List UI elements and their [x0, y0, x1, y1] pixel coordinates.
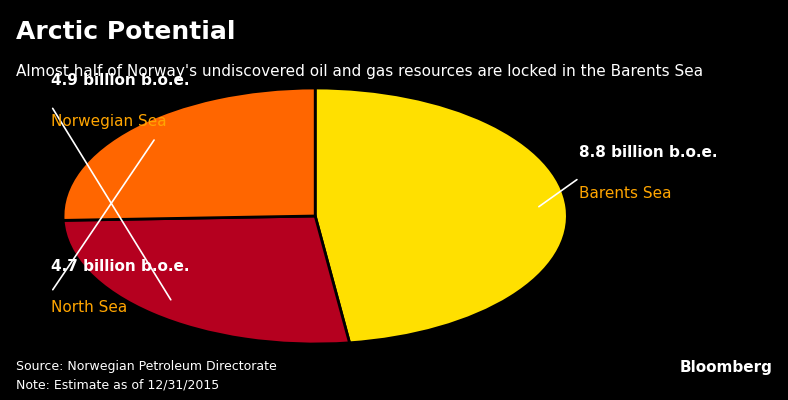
Text: Arctic Potential: Arctic Potential — [16, 20, 236, 44]
Text: North Sea: North Sea — [51, 300, 128, 315]
Text: Barents Sea: Barents Sea — [579, 186, 671, 201]
Text: 8.8 billion b.o.e.: 8.8 billion b.o.e. — [579, 145, 718, 160]
Wedge shape — [315, 88, 567, 343]
Text: Source: Norwegian Petroleum Directorate
Note: Estimate as of 12/31/2015: Source: Norwegian Petroleum Directorate … — [16, 360, 277, 392]
Wedge shape — [63, 216, 350, 344]
Text: Almost half of Norway's undiscovered oil and gas resources are locked in the Bar: Almost half of Norway's undiscovered oil… — [16, 64, 703, 79]
Wedge shape — [63, 88, 315, 220]
Text: Norwegian Sea: Norwegian Sea — [51, 114, 167, 129]
Text: Bloomberg: Bloomberg — [679, 360, 772, 375]
Text: 4.7 billion b.o.e.: 4.7 billion b.o.e. — [51, 259, 190, 274]
Text: 4.9 billion b.o.e.: 4.9 billion b.o.e. — [51, 73, 190, 88]
